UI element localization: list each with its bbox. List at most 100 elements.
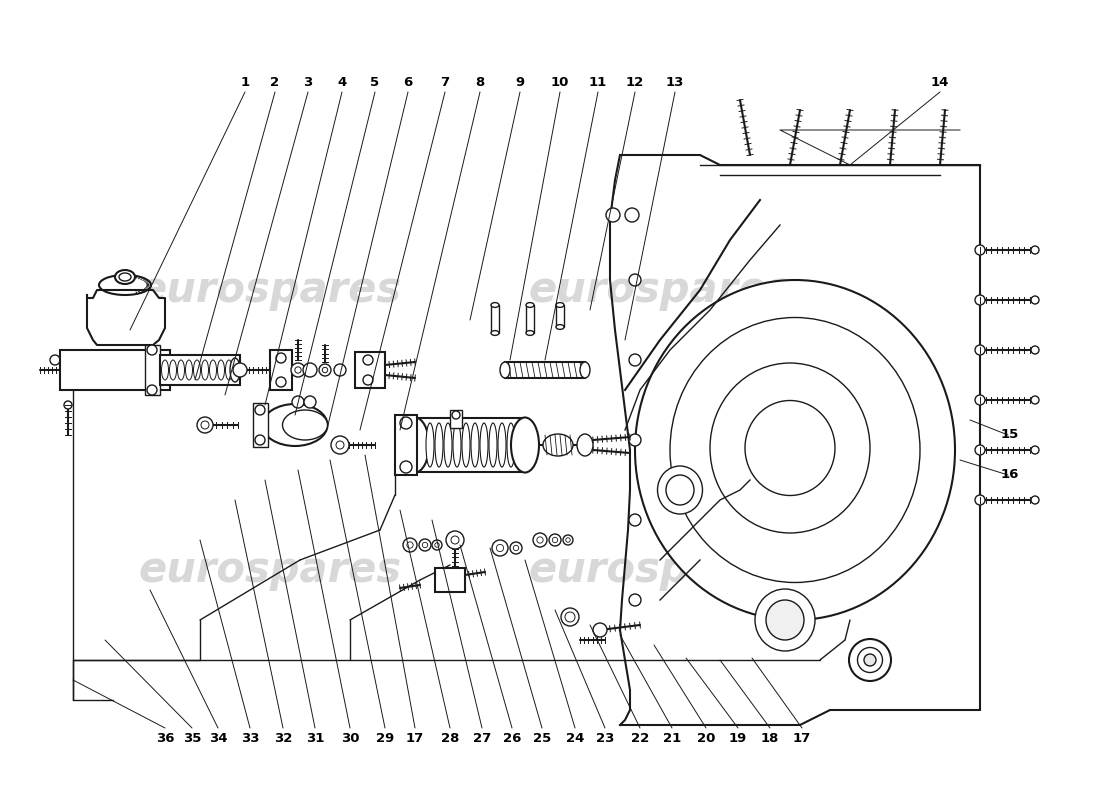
Text: 6: 6 [404, 75, 412, 89]
Circle shape [1031, 346, 1040, 354]
Circle shape [334, 364, 346, 376]
Text: 3: 3 [304, 75, 312, 89]
Circle shape [606, 208, 620, 222]
Circle shape [629, 274, 641, 286]
Circle shape [446, 531, 464, 549]
Circle shape [563, 535, 573, 545]
Circle shape [255, 405, 265, 415]
Circle shape [295, 367, 301, 373]
Bar [450, 410, 462, 428]
Circle shape [363, 375, 373, 385]
Bar [505, 362, 585, 378]
Bar [160, 355, 240, 385]
Bar [60, 350, 170, 390]
Circle shape [496, 544, 504, 552]
Circle shape [593, 623, 607, 637]
Text: 9: 9 [516, 75, 525, 89]
Circle shape [276, 353, 286, 363]
Circle shape [363, 355, 373, 365]
Text: 4: 4 [338, 75, 346, 89]
Ellipse shape [194, 360, 200, 380]
Bar [270, 350, 292, 390]
Bar [491, 305, 499, 333]
Ellipse shape [209, 360, 217, 380]
Text: 21: 21 [663, 731, 681, 745]
Text: 12: 12 [626, 75, 645, 89]
Ellipse shape [480, 423, 488, 467]
Circle shape [336, 441, 344, 449]
Circle shape [492, 540, 508, 556]
Text: 20: 20 [696, 731, 715, 745]
Ellipse shape [578, 434, 593, 456]
Ellipse shape [99, 275, 151, 295]
Circle shape [975, 245, 984, 255]
Bar [355, 352, 385, 388]
Circle shape [201, 421, 209, 429]
Ellipse shape [263, 404, 328, 446]
Text: 22: 22 [631, 731, 649, 745]
Circle shape [434, 542, 439, 547]
Ellipse shape [849, 639, 891, 681]
Ellipse shape [755, 589, 815, 651]
Circle shape [422, 542, 428, 548]
Ellipse shape [858, 647, 882, 673]
Text: eurospares: eurospares [139, 549, 402, 591]
Text: 30: 30 [341, 731, 360, 745]
Text: 15: 15 [1001, 429, 1019, 442]
Text: 17: 17 [793, 731, 811, 745]
Circle shape [534, 533, 547, 547]
Ellipse shape [658, 466, 703, 514]
Circle shape [451, 536, 459, 544]
Circle shape [514, 546, 519, 550]
Ellipse shape [226, 360, 232, 380]
Ellipse shape [498, 423, 506, 467]
Circle shape [565, 612, 575, 622]
Circle shape [1031, 296, 1040, 304]
Circle shape [975, 295, 984, 305]
Ellipse shape [471, 423, 478, 467]
Ellipse shape [201, 360, 209, 380]
Text: 5: 5 [371, 75, 380, 89]
Text: 24: 24 [565, 731, 584, 745]
Circle shape [400, 461, 412, 473]
Text: 7: 7 [440, 75, 450, 89]
Ellipse shape [116, 270, 135, 284]
Ellipse shape [864, 654, 876, 666]
Text: 19: 19 [729, 731, 747, 745]
Circle shape [561, 608, 579, 626]
Circle shape [64, 401, 72, 409]
Circle shape [1031, 496, 1040, 504]
Text: 27: 27 [473, 731, 491, 745]
Circle shape [625, 208, 639, 222]
Circle shape [629, 594, 641, 606]
Polygon shape [87, 290, 165, 345]
Ellipse shape [490, 423, 497, 467]
Circle shape [629, 514, 641, 526]
Ellipse shape [526, 302, 534, 307]
Ellipse shape [462, 423, 470, 467]
Ellipse shape [512, 418, 539, 473]
Circle shape [452, 411, 460, 419]
Text: eurospares: eurospares [528, 269, 792, 311]
Ellipse shape [283, 410, 328, 440]
Circle shape [975, 345, 984, 355]
Circle shape [419, 539, 431, 551]
Circle shape [400, 417, 412, 429]
Text: 31: 31 [306, 731, 324, 745]
Bar [253, 403, 268, 447]
Circle shape [319, 364, 331, 376]
Circle shape [1031, 396, 1040, 404]
Circle shape [432, 540, 442, 550]
Circle shape [629, 354, 641, 366]
Text: 35: 35 [183, 731, 201, 745]
Circle shape [975, 445, 984, 455]
Circle shape [302, 363, 317, 377]
Text: 1: 1 [241, 75, 250, 89]
Ellipse shape [580, 362, 590, 378]
Circle shape [1031, 246, 1040, 254]
Circle shape [975, 495, 984, 505]
Circle shape [407, 542, 414, 548]
Text: 16: 16 [1001, 469, 1020, 482]
Text: 2: 2 [271, 75, 279, 89]
Ellipse shape [635, 280, 955, 620]
